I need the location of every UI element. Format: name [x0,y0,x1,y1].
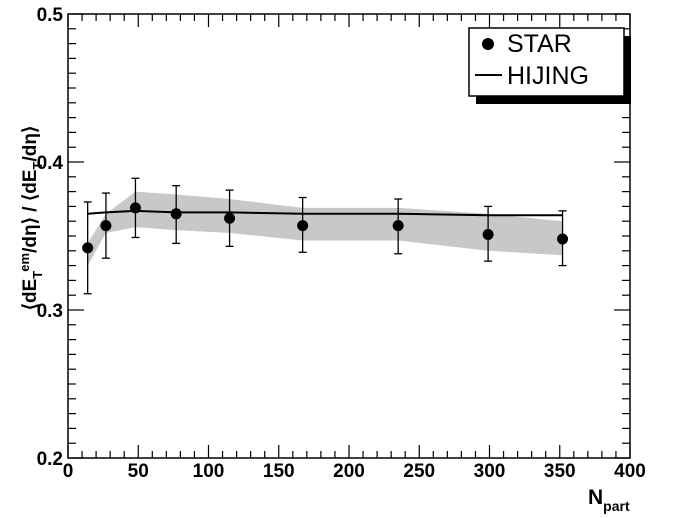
y-tick-label: 0.2 [37,449,63,470]
star-point [224,212,236,224]
star-point-layer [82,202,569,254]
x-tick-label: 100 [193,461,225,482]
x-tick-label: 0 [63,461,74,482]
y-tick-label: 0.5 [37,5,64,26]
x-tick-label: 300 [474,461,506,482]
axis-tick-layer [67,13,631,459]
star-point [557,233,569,245]
star-point [129,202,141,214]
star-point [392,220,404,232]
x-tick-label: 150 [263,461,295,482]
x-tick-label: 400 [614,461,646,482]
star-point [297,220,309,232]
legend: STAR HIJING [468,27,631,104]
uncertainty-band-layer [87,191,563,266]
y-axis-title: ⟨dETem/dη⟩ / ⟨dET/dη⟩ [17,126,45,311]
x-axis-title-sub: part [603,498,630,514]
star-point [82,242,94,254]
y-axis-tick-labels: 0.2 0.3 0.4 0.5 [37,5,64,470]
svg-text:⟨dETem/dη⟩ / ⟨dET/dη⟩: ⟨dETem/dη⟩ / ⟨dET/dη⟩ [17,126,45,311]
x-tick-label: 50 [128,461,149,482]
star-point [482,229,494,241]
x-tick-label: 200 [333,461,365,482]
y-tick-label: 0.4 [37,153,64,174]
legend-hijing-label: HIJING [507,62,589,90]
x-tick-label: 350 [544,461,576,482]
legend-star-marker [482,38,494,50]
star-point [100,220,112,232]
legend-star-label: STAR [507,30,572,58]
legend-box [468,27,625,97]
x-tick-label: 250 [403,461,435,482]
x-axis-tick-labels: 0 50 100 150 200 250 300 350 400 [63,461,646,482]
x-axis-title-main: N [588,486,603,509]
star-point [170,208,182,220]
uncertainty-band [87,191,563,266]
x-axis-title: Npart [588,486,630,514]
y-tick-label: 0.3 [37,301,63,322]
